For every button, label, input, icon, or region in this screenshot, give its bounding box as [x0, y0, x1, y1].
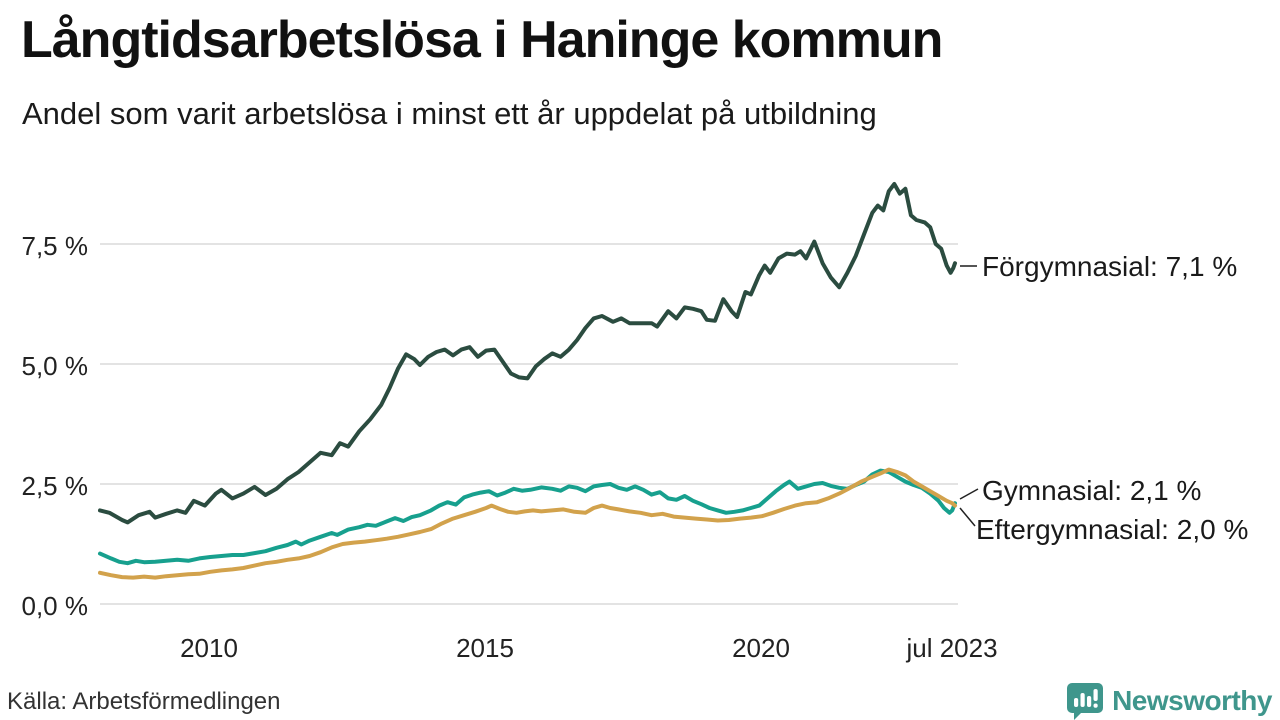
y-tick-5-0: 5,0 % [21, 351, 89, 381]
chart-subtitle: Andel som varit arbetslösa i minst ett å… [22, 96, 877, 131]
series-label-gymnasial: Gymnasial: 2,1 % [982, 475, 1202, 506]
series-label-forgymnasial: Förgymnasial: 7,1 % [982, 251, 1238, 282]
page-title: Långtidsarbetslösa i Haninge kommun [21, 11, 943, 69]
x-tick-2020: 2020 [732, 633, 790, 663]
newsworthy-icon [1067, 683, 1104, 720]
line-eftergymnasial [98, 467, 957, 580]
y-tick-0-0: 0,0 % [21, 591, 89, 621]
newsworthy-wordmark: Newsworthy [1112, 685, 1272, 716]
series-label-eftergymnasial: Eftergymnasial: 2,0 % [976, 514, 1249, 545]
x-tick-2015: 2015 [456, 633, 514, 663]
newsworthy-logo: Newsworthy [1066, 682, 1272, 720]
x-tick-jul-2023: jul 2023 [906, 633, 998, 663]
line-gymnasial [98, 468, 957, 566]
y-tick-2-5: 2,5 % [21, 471, 89, 501]
x-tick-2010: 2010 [180, 633, 238, 663]
source-note: Källa: Arbetsförmedlingen [7, 688, 281, 715]
y-tick-7-5: 7,5 % [21, 231, 89, 261]
connector-gymnasial [959, 488, 979, 500]
connector-eftergymnasial [959, 507, 976, 527]
line-förgymnasial [98, 182, 957, 525]
